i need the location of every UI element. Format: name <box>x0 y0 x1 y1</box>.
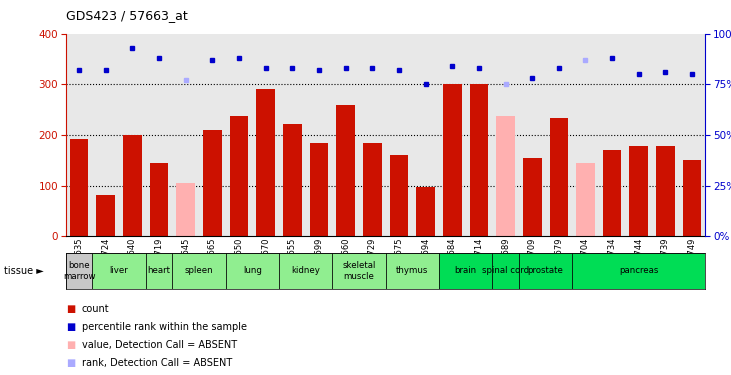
Bar <box>283 124 302 236</box>
Bar <box>336 105 355 236</box>
Text: ■: ■ <box>66 322 75 332</box>
Bar <box>203 130 221 236</box>
Text: ■: ■ <box>66 340 75 350</box>
Bar <box>96 195 115 236</box>
Text: liver: liver <box>110 266 129 275</box>
Bar <box>310 142 328 236</box>
Bar <box>656 146 675 236</box>
Text: brain: brain <box>455 266 477 275</box>
Text: lung: lung <box>243 266 262 275</box>
Bar <box>173 253 226 289</box>
Bar <box>145 253 173 289</box>
Bar <box>469 84 488 236</box>
Bar <box>150 163 168 236</box>
Bar <box>363 142 382 236</box>
Text: percentile rank within the sample: percentile rank within the sample <box>82 322 247 332</box>
Text: spinal cord: spinal cord <box>482 266 529 275</box>
Bar <box>683 160 702 236</box>
Text: heart: heart <box>148 266 170 275</box>
Bar <box>279 253 333 289</box>
Text: skeletal
muscle: skeletal muscle <box>342 261 376 280</box>
Text: prostate: prostate <box>528 266 564 275</box>
Bar <box>603 150 621 236</box>
Text: ■: ■ <box>66 304 75 314</box>
Text: count: count <box>82 304 110 314</box>
Bar <box>333 253 386 289</box>
Bar <box>576 163 595 236</box>
Bar <box>492 253 519 289</box>
Bar <box>390 155 408 236</box>
Bar <box>443 84 461 236</box>
Text: ■: ■ <box>66 358 75 368</box>
Text: bone
marrow: bone marrow <box>63 261 95 280</box>
Text: GDS423 / 57663_at: GDS423 / 57663_at <box>66 9 188 22</box>
Bar <box>523 158 542 236</box>
Bar <box>92 253 145 289</box>
Bar <box>386 253 439 289</box>
Bar <box>69 139 88 236</box>
Text: thymus: thymus <box>396 266 428 275</box>
Text: pancreas: pancreas <box>619 266 659 275</box>
Bar <box>230 116 249 236</box>
Text: spleen: spleen <box>185 266 213 275</box>
Bar <box>123 135 142 236</box>
Bar <box>496 116 515 236</box>
Bar <box>519 253 572 289</box>
Bar <box>439 253 492 289</box>
Bar <box>572 253 705 289</box>
Bar <box>629 146 648 236</box>
Text: tissue ►: tissue ► <box>4 266 43 276</box>
Bar <box>66 253 92 289</box>
Bar <box>257 90 275 236</box>
Bar <box>550 118 568 236</box>
Text: value, Detection Call = ABSENT: value, Detection Call = ABSENT <box>82 340 237 350</box>
Text: kidney: kidney <box>291 266 320 275</box>
Bar <box>226 253 279 289</box>
Text: rank, Detection Call = ABSENT: rank, Detection Call = ABSENT <box>82 358 232 368</box>
Bar <box>176 183 195 236</box>
Bar <box>416 187 435 236</box>
